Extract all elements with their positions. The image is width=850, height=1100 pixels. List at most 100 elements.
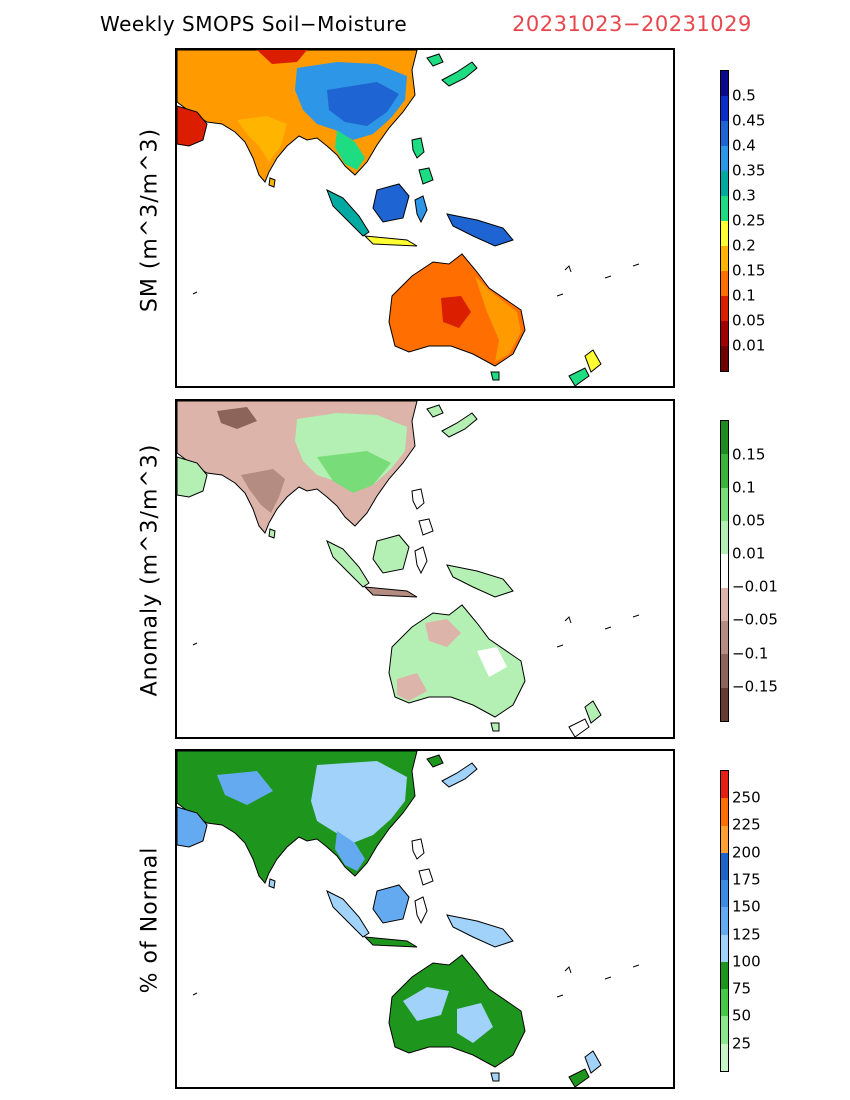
indochina-region (335, 831, 365, 871)
island-4 (556, 644, 564, 648)
new-guinea (446, 564, 514, 598)
australia-west-region (403, 987, 449, 1021)
colorbar-3-label: 200 (732, 843, 761, 862)
sumatra (326, 889, 370, 938)
colorbar-2 (720, 420, 729, 722)
panel-2-anomaly-map (175, 399, 675, 739)
arabia-region (177, 456, 208, 498)
island-4 (556, 994, 564, 998)
colorbar-1-label: 0.45 (732, 111, 766, 130)
colorbar-3-label: 50 (732, 1006, 752, 1025)
sumatra (326, 539, 370, 588)
new-guinea (446, 213, 514, 247)
colorbar-2-label: −0.05 (732, 610, 778, 629)
borneo (372, 534, 410, 574)
colorbar-1-label: 0.4 (732, 136, 756, 155)
java (363, 235, 418, 247)
colorbar-3-label: 25 (732, 1034, 752, 1053)
australia-southwest-anomaly (397, 673, 427, 701)
island-3 (632, 614, 640, 618)
colorbar-2-label: −0.15 (732, 677, 778, 696)
colorbar-2-label: 0.05 (732, 511, 766, 530)
colorbar-3-label: 125 (732, 925, 761, 944)
colorbar-1-label: 0.1 (732, 286, 756, 305)
tasmania (490, 722, 500, 732)
japan-north (426, 754, 444, 768)
north-dry-anomaly (217, 407, 257, 429)
colorbar-3-label: 225 (732, 815, 761, 834)
new-zealand-north (584, 349, 602, 373)
colorbar-1 (720, 70, 729, 372)
new-guinea (446, 914, 514, 948)
australia-central-region (457, 1003, 493, 1043)
tasmania (490, 1072, 500, 1082)
arabia-region (177, 105, 208, 147)
china-wet-anomaly (317, 451, 391, 493)
australia-east (475, 276, 521, 362)
tasmania (490, 371, 500, 381)
japan (441, 61, 478, 87)
philippines-luzon (411, 838, 425, 860)
island-4 (556, 293, 564, 297)
map-svg (177, 751, 640, 1087)
colorbar-3-label: 250 (732, 788, 761, 807)
colorbar-1-label: 0.5 (732, 86, 756, 105)
philippines-mindanao (418, 518, 434, 536)
map-title: Weekly SMOPS Soil−Moisture (100, 12, 408, 36)
colorbar-1-label: 0.3 (732, 186, 756, 205)
island-3 (632, 263, 640, 267)
china-wet-core (327, 82, 399, 126)
island-1 (564, 966, 572, 974)
new-zealand-south (568, 718, 590, 737)
island-5 (192, 642, 198, 646)
sulawesi (414, 896, 428, 925)
japan-north (426, 53, 444, 67)
island-3 (632, 964, 640, 968)
sri-lanka (268, 528, 276, 539)
panel-1-soil-moisture-map (175, 48, 675, 388)
india-dry-anomaly (241, 469, 285, 513)
arabia-region (177, 806, 208, 848)
island-2 (604, 626, 612, 630)
sri-lanka (268, 878, 276, 889)
colorbar-1-label: 0.15 (732, 261, 766, 280)
australia-north-anomaly (425, 619, 461, 647)
japan-north (426, 404, 444, 418)
island-2 (604, 275, 612, 279)
island-5 (192, 291, 198, 295)
java (363, 936, 418, 948)
panel-1-ylabel: SM (m^3/m^3) (137, 127, 163, 313)
colorbar-3 (720, 770, 729, 1072)
india-region (237, 116, 287, 162)
sulawesi (414, 195, 428, 224)
borneo (372, 183, 410, 223)
philippines-luzon (411, 488, 425, 510)
australia-east-neutral (477, 647, 507, 677)
new-zealand-south (568, 1068, 590, 1087)
new-zealand-south (568, 367, 590, 386)
colorbar-1-label: 0.25 (732, 211, 766, 230)
central-asia-region (217, 771, 273, 805)
sumatra (326, 188, 370, 237)
sri-lanka (268, 177, 276, 188)
date-range: 20231023−20231029 (512, 12, 752, 36)
colorbar-3-label: 75 (732, 979, 752, 998)
philippines-mindanao (418, 167, 434, 185)
japan (441, 762, 478, 788)
australia-central (441, 296, 471, 328)
china-region (311, 761, 407, 843)
java (363, 586, 418, 598)
colorbar-2-label: 0.01 (732, 544, 766, 563)
indochina-region (335, 130, 365, 170)
panel-3-percent-normal-map (175, 749, 675, 1089)
island-1 (564, 265, 572, 273)
panel-2-ylabel: Anomaly (m^3/m^3) (137, 443, 163, 697)
island-5 (192, 992, 198, 996)
japan (441, 412, 478, 438)
colorbar-3-label: 175 (732, 870, 761, 889)
colorbar-1-label: 0.2 (732, 236, 756, 255)
colorbar-1-label: 0.01 (732, 336, 766, 355)
colorbar-2-label: 0.1 (732, 478, 756, 497)
map-svg (177, 50, 640, 386)
philippines-mindanao (418, 868, 434, 886)
